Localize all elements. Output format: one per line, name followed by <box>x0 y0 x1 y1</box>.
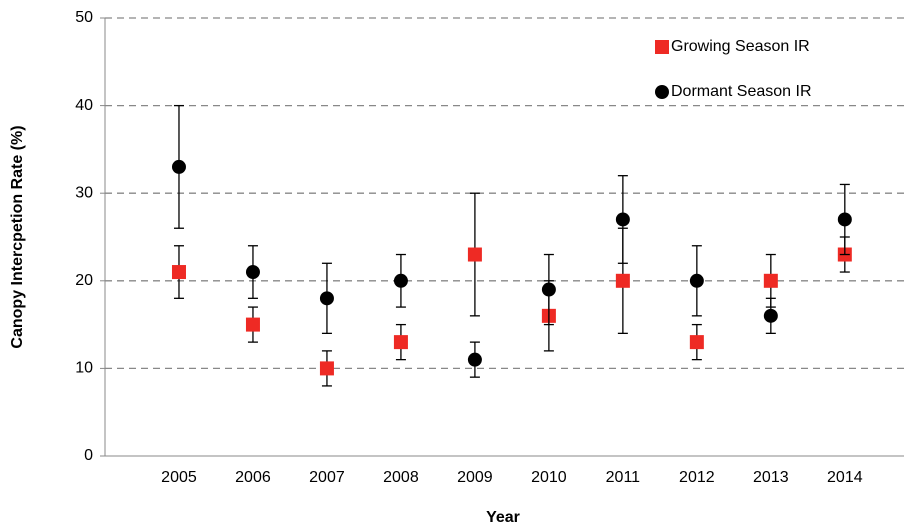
legend-marker <box>655 85 669 99</box>
marker <box>245 317 260 332</box>
marker <box>319 361 334 376</box>
x-tick-label: 2013 <box>753 469 789 486</box>
marker <box>763 308 778 323</box>
y-tick-label: 10 <box>75 360 93 377</box>
marker <box>467 352 482 367</box>
marker <box>245 265 260 280</box>
x-tick-label: 2005 <box>161 469 197 486</box>
y-axis-title: Canopy Intercpetion Rate (%) <box>9 125 26 348</box>
marker <box>689 273 704 288</box>
marker <box>467 247 482 262</box>
x-tick-label: 2006 <box>235 469 271 486</box>
marker <box>319 291 334 306</box>
x-tick-label: 2011 <box>606 469 641 486</box>
marker <box>763 273 778 288</box>
y-tick-label: 30 <box>75 184 93 201</box>
marker <box>615 273 630 288</box>
x-axis-title: Year <box>486 509 520 526</box>
marker <box>615 212 630 227</box>
marker <box>171 265 186 280</box>
y-tick-label: 40 <box>75 97 93 114</box>
x-tick-label: 2007 <box>309 469 345 486</box>
marker <box>541 282 556 297</box>
legend-label: Growing Season IR <box>671 38 810 55</box>
marker <box>393 273 408 288</box>
y-tick-label: 20 <box>75 272 93 289</box>
marker <box>393 335 408 350</box>
y-tick-label: 50 <box>75 9 93 26</box>
y-tick-label: 0 <box>84 447 93 464</box>
legend-label: Dormant Season IR <box>671 83 812 100</box>
x-tick-label: 2009 <box>457 469 493 486</box>
x-tick-label: 2014 <box>827 469 863 486</box>
marker <box>689 335 704 350</box>
marker <box>171 159 186 174</box>
x-tick-label: 2012 <box>679 469 715 486</box>
marker <box>837 212 852 227</box>
legend-marker <box>655 40 669 54</box>
x-tick-label: 2008 <box>383 469 419 486</box>
x-tick-label: 2010 <box>531 469 567 486</box>
